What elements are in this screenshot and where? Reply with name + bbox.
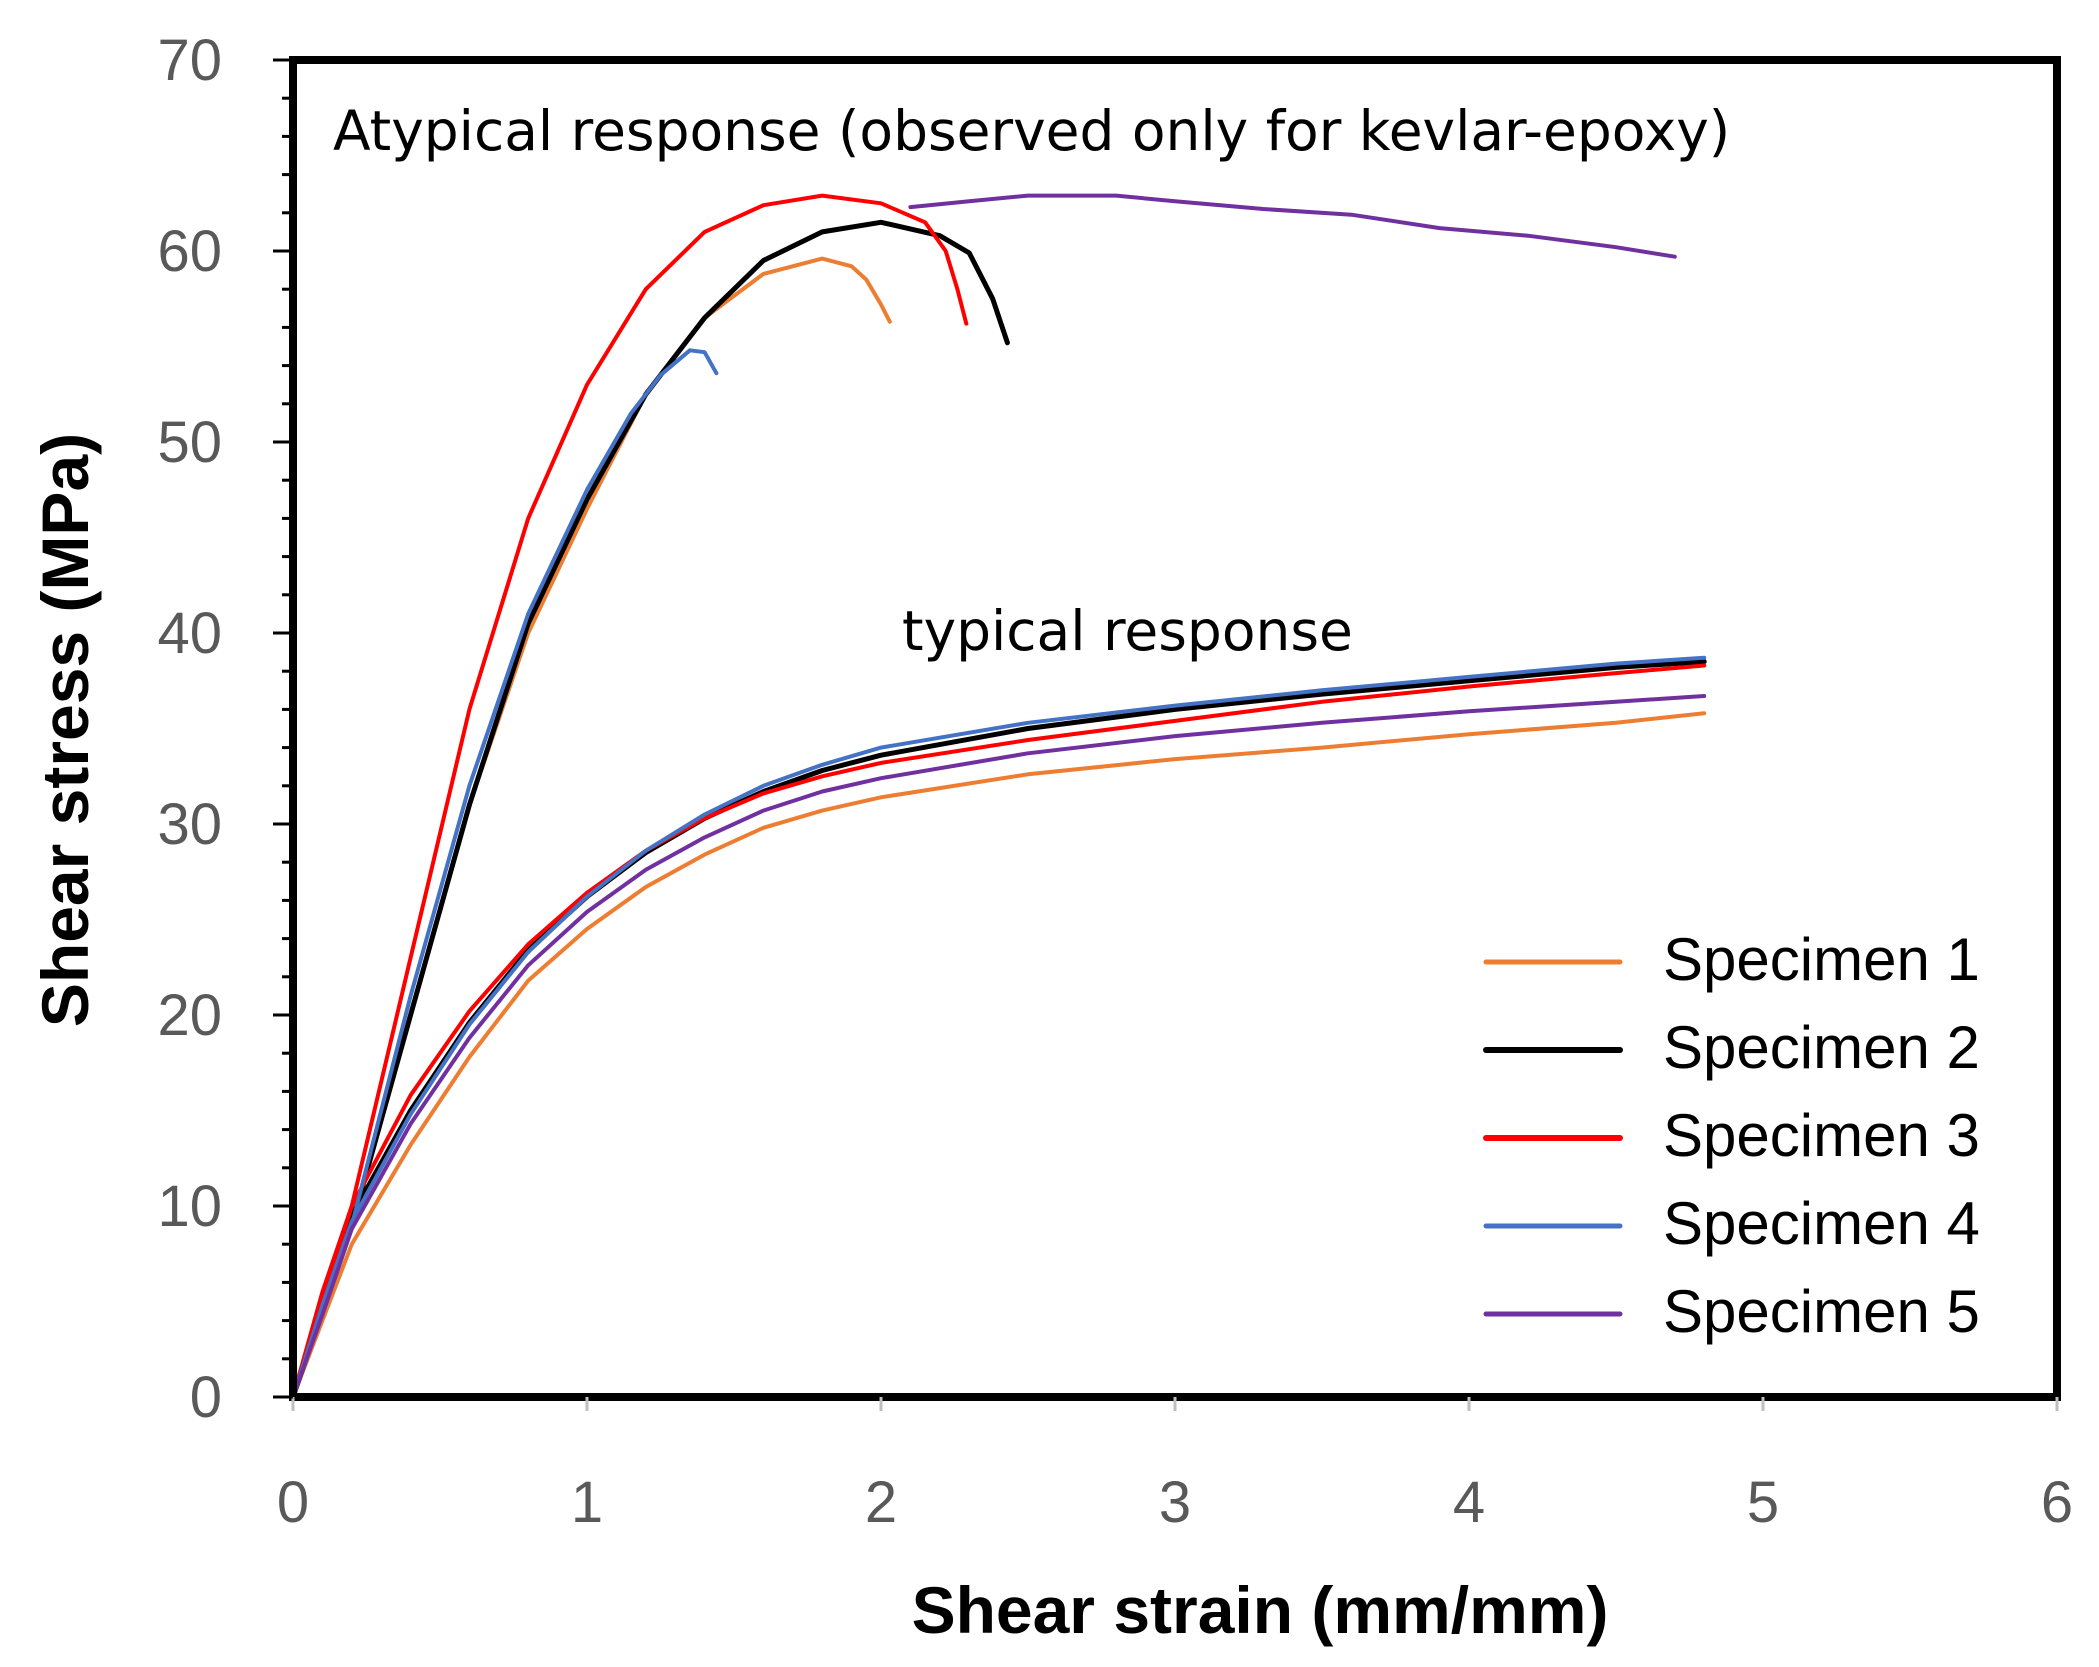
y-axis-tick-labels: 0 10 20 30 40 50 60 70	[157, 28, 222, 1430]
x-tick-label: 6	[2041, 1470, 2073, 1535]
x-tick-label: 5	[1747, 1470, 1779, 1535]
x-axis-title: Shear strain (mm/mm)	[912, 1573, 1609, 1647]
specimen-2-atypical-line	[290, 219, 1010, 1400]
y-tick-label: 50	[157, 410, 222, 475]
y-tick-label: 60	[157, 219, 222, 284]
y-tick-label: 70	[157, 28, 222, 93]
legend-label-specimen-2: Specimen 2	[1663, 1014, 1980, 1081]
y-axis-ticks	[273, 58, 293, 1399]
specimen-1-typical-line	[291, 711, 1707, 1399]
y-tick-label: 40	[157, 601, 222, 666]
y-tick-label: 20	[157, 983, 222, 1048]
x-tick-label: 3	[1159, 1470, 1191, 1535]
legend-label-specimen-1: Specimen 1	[1663, 926, 1980, 993]
specimen-3-atypical-line	[291, 193, 969, 1399]
x-tick-label: 0	[277, 1470, 309, 1535]
x-axis-tick-labels: 0 1 2 3 4 5 6	[277, 1470, 2073, 1535]
specimen-4-atypical-line	[291, 348, 719, 1399]
y-axis-title: Shear stress (MPa)	[28, 433, 102, 1027]
series-layer	[290, 193, 1707, 1400]
atypical-response-annotation: Atypical response (observed only for kev…	[333, 99, 1730, 163]
legend-label-specimen-5: Specimen 5	[1663, 1278, 1980, 1345]
legend: Specimen 1 Specimen 2 Specimen 3 Specimen 4…	[1483, 926, 1980, 1345]
y-tick-label: 0	[190, 1365, 222, 1430]
x-tick-label: 2	[865, 1470, 897, 1535]
x-axis-ticks	[291, 1397, 2059, 1411]
specimen-3-typical-line	[291, 663, 1707, 1399]
specimen-5-atypical-line	[908, 193, 1677, 259]
typical-response-annotation: typical response	[902, 599, 1353, 663]
y-tick-label: 10	[157, 1174, 222, 1239]
legend-label-specimen-4: Specimen 4	[1663, 1190, 1980, 1257]
specimen-5-typical-line	[291, 694, 1707, 1399]
y-tick-label: 30	[157, 792, 222, 857]
x-tick-label: 1	[571, 1470, 603, 1535]
x-tick-label: 4	[1453, 1470, 1485, 1535]
specimen-4-typical-line	[291, 655, 1707, 1399]
legend-label-specimen-3: Specimen 3	[1663, 1102, 1980, 1169]
